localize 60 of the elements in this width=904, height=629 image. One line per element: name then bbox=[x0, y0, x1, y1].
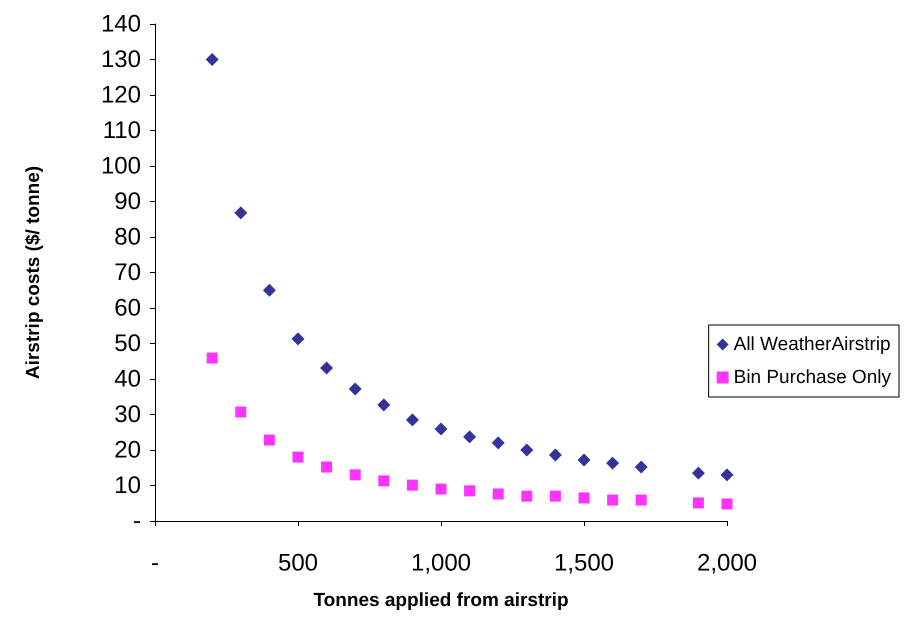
y-tick-label: 60 bbox=[114, 294, 141, 322]
point bbox=[350, 469, 361, 480]
point bbox=[578, 492, 590, 504]
point bbox=[206, 352, 218, 364]
point bbox=[692, 466, 705, 480]
point bbox=[492, 488, 504, 500]
point bbox=[634, 460, 648, 474]
y-tick-label: 90 bbox=[114, 188, 141, 215]
point bbox=[235, 406, 246, 418]
x-tick-label: 1,500 bbox=[554, 550, 614, 576]
x-axis-title: Tonnes applied from airstrip bbox=[313, 590, 569, 611]
y-tick-label: 100 bbox=[100, 152, 141, 180]
point bbox=[521, 490, 532, 502]
y-tick-label: 10 bbox=[114, 472, 141, 499]
point bbox=[348, 382, 362, 396]
legend-label: All WeatherAirstrip bbox=[734, 334, 891, 355]
y-tick-label: 80 bbox=[114, 224, 141, 250]
y-tick-label: 40 bbox=[114, 366, 141, 392]
point bbox=[548, 448, 562, 462]
point bbox=[550, 490, 561, 502]
point bbox=[406, 480, 418, 491]
point bbox=[492, 436, 505, 450]
x-tick-label: - bbox=[151, 550, 159, 576]
y-tick-label: - bbox=[133, 508, 141, 534]
x-tick-label: 1,000 bbox=[410, 550, 472, 576]
point bbox=[720, 468, 734, 482]
y-tick-label: 140 bbox=[100, 10, 141, 38]
point bbox=[292, 332, 304, 346]
y-tick-label: 70 bbox=[114, 259, 141, 286]
point bbox=[264, 434, 275, 446]
point bbox=[606, 456, 620, 470]
y-axis-title: Airstrip costs ($/ tonne) bbox=[23, 166, 44, 380]
point bbox=[320, 361, 334, 374]
point bbox=[406, 413, 419, 426]
point bbox=[378, 475, 390, 486]
point bbox=[607, 494, 618, 506]
x-tick-label: 500 bbox=[278, 550, 318, 576]
point bbox=[464, 485, 476, 496]
point bbox=[206, 53, 219, 66]
point bbox=[321, 462, 332, 473]
point bbox=[292, 452, 304, 463]
y-tick-label: 120 bbox=[100, 82, 141, 108]
point bbox=[692, 497, 704, 508]
point bbox=[578, 453, 590, 466]
point bbox=[262, 284, 276, 297]
point bbox=[722, 498, 732, 510]
y-tick-label: 30 bbox=[114, 401, 141, 428]
y-tick-label: 110 bbox=[102, 117, 141, 144]
legend-label: Bin Purchase Only bbox=[734, 367, 892, 388]
point bbox=[520, 444, 534, 456]
x-tick-label: 2,000 bbox=[696, 550, 758, 576]
y-tick-label: 130 bbox=[100, 46, 141, 73]
point bbox=[463, 430, 476, 444]
y-tick-label: 20 bbox=[114, 436, 141, 464]
point bbox=[636, 494, 647, 506]
y-tick-label: 50 bbox=[114, 330, 141, 357]
point bbox=[377, 398, 390, 412]
point bbox=[436, 484, 446, 495]
point bbox=[234, 206, 248, 220]
point bbox=[434, 422, 448, 436]
